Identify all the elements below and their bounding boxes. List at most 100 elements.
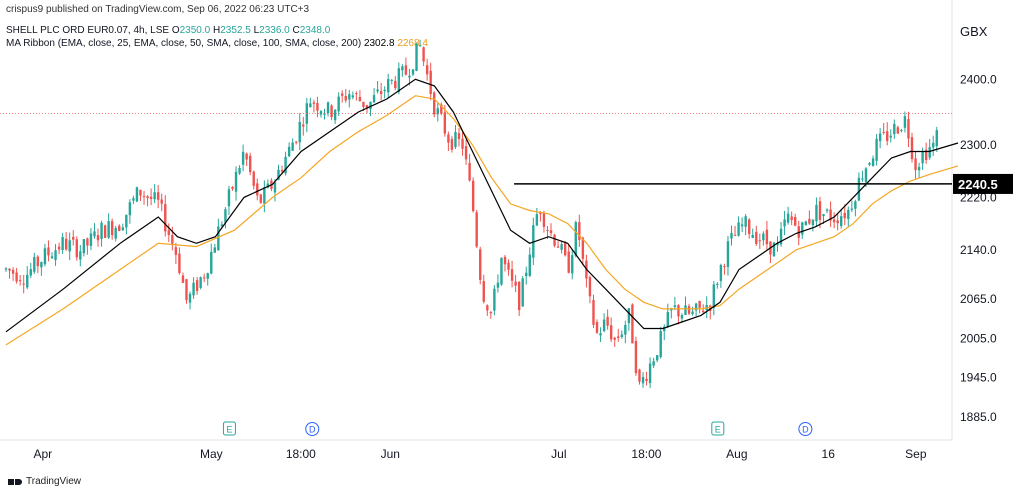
candle: [815, 197, 818, 227]
candle: [882, 123, 885, 135]
candle: [54, 243, 57, 266]
earnings-marker-icon[interactable]: E: [711, 421, 725, 436]
candle: [641, 372, 645, 388]
earnings-marker-icon[interactable]: E: [222, 421, 236, 436]
candle: [160, 193, 163, 212]
candle: [358, 90, 362, 102]
candle: [733, 225, 737, 237]
candle: [571, 249, 574, 280]
symbol-label[interactable]: SHELL PLC ORD EUR0.07, 4h, LSE: [6, 25, 170, 36]
candle: [719, 263, 723, 288]
tradingview-footer[interactable]: TradingView: [8, 476, 81, 487]
currency-label[interactable]: GBX: [960, 24, 988, 39]
candle: [326, 101, 330, 117]
candle: [263, 180, 266, 213]
candle: [751, 228, 754, 239]
candle: [549, 223, 553, 237]
candle: [135, 186, 139, 203]
candle: [330, 104, 333, 121]
candle: [323, 108, 326, 120]
candle: [755, 225, 758, 246]
dividend-marker-icon[interactable]: D: [305, 422, 320, 436]
x-tick-label: May: [200, 447, 223, 461]
candle: [903, 111, 907, 133]
candle: [740, 217, 744, 233]
candle: [666, 303, 669, 329]
candle: [794, 213, 797, 227]
candle: [691, 306, 694, 316]
candle: [535, 207, 539, 227]
candle: [663, 324, 666, 341]
published-caption: crispus9 published on TradingView.com, S…: [6, 4, 310, 15]
candle: [351, 91, 355, 100]
dividend-marker-icon[interactable]: D: [798, 422, 813, 436]
candle: [935, 126, 938, 152]
candle: [758, 233, 762, 249]
candle: [769, 241, 772, 264]
support-line-label: 2240.5: [953, 173, 1013, 194]
candle: [100, 220, 103, 247]
candle: [613, 336, 616, 347]
candle: [213, 243, 217, 253]
ma-ribbon-label[interactable]: MA Ribbon (EMA, close, 25, EMA, close, 5…: [6, 38, 362, 49]
candle: [900, 128, 903, 133]
candle: [617, 328, 620, 342]
candle: [433, 91, 436, 118]
candle: [429, 62, 432, 101]
candle: [241, 144, 245, 172]
candle: [843, 204, 846, 226]
candle: [634, 336, 638, 376]
ohlc-value-o: 2350.0: [179, 25, 211, 36]
candle: [457, 128, 461, 147]
candle: [319, 110, 323, 118]
candle: [896, 125, 900, 135]
ma-fast-line: [5, 78, 959, 333]
svg-text:2240.5: 2240.5: [958, 177, 998, 192]
candle: [525, 266, 528, 285]
candle: [677, 304, 680, 325]
candle: [227, 185, 231, 215]
svg-text:D: D: [309, 425, 316, 435]
candle: [369, 101, 372, 117]
candle: [521, 275, 524, 307]
candle: [411, 69, 415, 77]
candle: [298, 113, 301, 151]
ohlc-key-o: O: [171, 25, 180, 36]
candle: [256, 178, 259, 201]
candle: [772, 241, 776, 257]
candle: [383, 86, 386, 99]
candle: [857, 172, 861, 202]
candle: [631, 303, 634, 344]
y-tick-label: 2400.0: [960, 72, 997, 86]
candle: [164, 195, 167, 237]
candle: [8, 268, 11, 279]
symbol-row: SHELL PLC ORD EUR0.07, 4h, LSE O2350.0 H…: [6, 24, 428, 37]
candle: [89, 228, 93, 251]
candle: [110, 218, 114, 240]
candle: [146, 195, 149, 207]
candle: [829, 201, 832, 228]
candle: [599, 327, 602, 342]
candle: [18, 274, 22, 286]
x-tick-label: 18:00: [631, 447, 661, 461]
candle: [910, 132, 914, 163]
x-tick-label: Apr: [33, 447, 52, 461]
candle: [875, 133, 878, 166]
candle: [648, 357, 652, 389]
candle: [36, 255, 40, 274]
svg-text:E: E: [226, 425, 232, 435]
candle: [574, 220, 577, 258]
candle: [142, 191, 146, 205]
candle: [333, 108, 337, 124]
ohlc-value-l: 2336.0: [259, 25, 290, 36]
candle: [578, 214, 581, 247]
candle: [655, 354, 659, 363]
candle: [11, 267, 15, 281]
candle: [418, 39, 422, 47]
candle: [602, 313, 606, 333]
candle: [588, 275, 592, 304]
candle: [309, 97, 312, 108]
ohlc-value-c: 2348.0: [299, 25, 331, 36]
candle: [202, 273, 206, 283]
